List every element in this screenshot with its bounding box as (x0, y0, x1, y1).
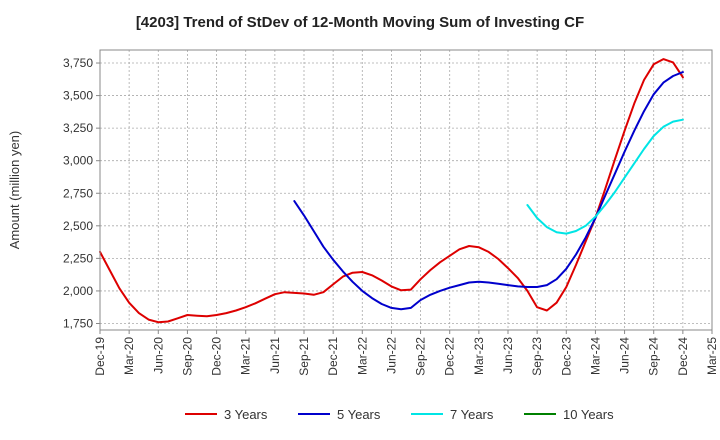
x-tick-label: Sep-24 (647, 337, 661, 376)
x-tick-label: Sep-23 (530, 337, 544, 376)
x-tick-label: Dec-24 (676, 337, 690, 376)
legend-label: 5 Years (337, 407, 381, 422)
chart-title: [4203] Trend of StDev of 12-Month Moving… (136, 14, 584, 31)
series-line-3-years (99, 58, 684, 324)
series-line-7-years (526, 118, 684, 235)
x-tick-label: Mar-20 (122, 337, 136, 375)
x-tick-label: Dec-22 (443, 337, 457, 376)
y-tick-label: 2,250 (63, 251, 93, 265)
x-tick-label: Dec-23 (559, 337, 573, 376)
y-tick-label: 2,750 (63, 186, 93, 200)
x-tick-label: Mar-24 (588, 337, 602, 375)
x-tick-label: Jun-23 (501, 337, 515, 374)
y-tick-label: 2,500 (63, 219, 93, 233)
x-axis: Dec-19 Mar-20 Jun-20 Sep-20 Dec-20 Mar-21 Jun-… (93, 330, 719, 376)
y-tick-label: 3,500 (63, 89, 93, 103)
series-layer (99, 58, 684, 324)
x-tick-label: Sep-20 (180, 337, 194, 376)
y-tick-label: 3,000 (63, 154, 93, 168)
series-line-5-years (293, 71, 684, 311)
legend-label: 3 Years (224, 407, 268, 422)
x-tick-label: Mar-23 (472, 337, 486, 375)
legend: 3 Years 5 Years 7 Years 10 Years (185, 407, 614, 422)
grid (99, 50, 713, 330)
plot-area (100, 50, 712, 330)
x-tick-label: Jun-24 (618, 337, 632, 374)
x-tick-label: Mar-22 (355, 337, 369, 375)
legend-label: 7 Years (450, 407, 494, 422)
x-tick-label: Sep-22 (414, 337, 428, 376)
x-tick-label: Jun-22 (384, 337, 398, 374)
x-tick-label: Mar-25 (705, 337, 719, 375)
x-tick-label: Dec-20 (210, 337, 224, 376)
x-tick-label: Dec-21 (326, 337, 340, 376)
x-tick-label: Sep-21 (297, 337, 311, 376)
y-axis-label: Amount (million yen) (7, 131, 22, 250)
y-tick-label: 2,000 (63, 284, 93, 298)
x-tick-label: Jun-21 (268, 337, 282, 374)
plot-border (99, 49, 713, 331)
y-tick-label: 3,250 (63, 121, 93, 135)
y-tick-label: 3,750 (63, 56, 93, 70)
x-tick-label: Mar-21 (239, 337, 253, 375)
y-tick-label: 1,750 (63, 316, 93, 330)
x-tick-label: Dec-19 (93, 337, 107, 376)
legend-label: 10 Years (563, 407, 614, 422)
y-axis: 1,750 2,000 2,250 2,500 2,750 3,000 3,250 3,500… (63, 56, 100, 330)
x-tick-label: Jun-20 (151, 337, 165, 374)
